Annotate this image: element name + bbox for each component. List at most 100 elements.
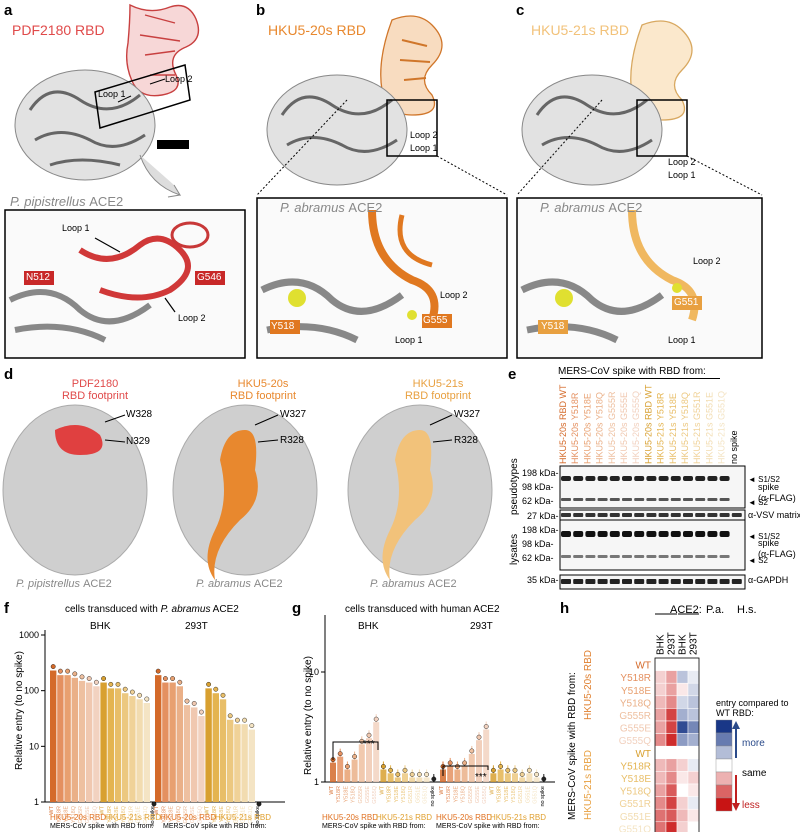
lane-label: HKU5-20s G555Q <box>631 391 641 464</box>
point <box>108 681 114 687</box>
band-gapdh <box>670 579 681 584</box>
heat-cell <box>687 682 700 697</box>
x-tick-label: G555E <box>475 786 481 803</box>
bar <box>93 686 100 802</box>
band-lys-s2 <box>609 555 620 558</box>
lane-label: HKU5-20s G555E <box>619 392 629 464</box>
x-tick-label: G555E <box>365 786 371 803</box>
bar <box>409 777 416 782</box>
point <box>526 767 532 773</box>
fp2-res1: W327 <box>280 409 307 420</box>
band-lys-s2 <box>695 555 706 558</box>
band-s1s2 <box>585 476 596 481</box>
band-gapdh <box>622 579 632 584</box>
panel-g-grp2: HKU5-20s RBD <box>436 813 493 822</box>
x-tick-label: Y518Q <box>176 805 182 823</box>
band-s2 <box>585 498 596 501</box>
point <box>177 679 183 685</box>
band-vsv <box>658 513 669 517</box>
point <box>191 701 197 706</box>
bar <box>380 769 387 782</box>
x-tick-label: G555R <box>78 806 84 823</box>
x-tick-label: G555R <box>183 806 189 823</box>
heat-cell <box>665 771 678 785</box>
fp1-ace2: P. pipistrellus ACE2 <box>16 578 112 590</box>
row-label: Y518Q <box>620 698 651 709</box>
bar <box>476 740 482 782</box>
x-tick-label: WT <box>49 805 55 814</box>
col-label: BHK <box>678 634 689 655</box>
lane-label: HKU5-21s Y518E <box>668 393 678 464</box>
point <box>512 767 518 773</box>
point <box>50 664 56 669</box>
row-label: G551R <box>619 799 651 810</box>
band-gapdh <box>561 579 571 584</box>
loop2-label: Loop 2 <box>165 74 193 84</box>
panel-c-inset-loop2: Loop 2 <box>693 256 721 266</box>
panel-f-grp2b: HKU5-21s RBD <box>215 813 272 822</box>
panel-c-loop1: Loop 1 <box>668 170 696 180</box>
fp2-title: HKU5-20s RBD footprint <box>229 378 297 402</box>
spike-flag-1: spike (α-FLAG) <box>758 482 796 503</box>
lane-label: HKU5-21s G551Q <box>717 391 727 464</box>
point <box>94 679 99 685</box>
x-tick-label: WT <box>100 805 106 814</box>
lane-label: HKU5-21s G551E <box>704 392 714 464</box>
heat-cell <box>687 708 700 722</box>
panel-g-grp2b: HKU5-21s RBD <box>490 813 547 822</box>
band-lys-s2 <box>707 555 718 558</box>
band-s2 <box>646 498 657 501</box>
row-label: Y518E <box>621 686 651 697</box>
heat-cell <box>676 808 689 823</box>
band-gapdh <box>707 579 718 584</box>
x-tick-label: G555E <box>190 806 196 823</box>
x-tick-label: G551E <box>415 786 421 803</box>
point <box>206 681 212 687</box>
panel-b-res1: Y518 <box>271 321 295 332</box>
point <box>381 764 386 769</box>
lane-label: HKU5-21s Y518Q <box>680 392 690 464</box>
band-lys-s2 <box>622 555 632 558</box>
band-s2 <box>597 498 608 501</box>
point <box>498 764 504 769</box>
panel-g-title: cells transduced with human ACE2 <box>345 604 500 615</box>
legend-swatch <box>715 771 733 786</box>
bar <box>227 719 234 802</box>
lane-label: HKU5-21s Y518R <box>656 392 666 464</box>
x-tick-label: G555Q <box>92 805 98 823</box>
heat-cell <box>665 796 678 810</box>
bar <box>86 682 93 802</box>
heat-cell <box>676 720 689 734</box>
band-lys-s2 <box>719 555 730 558</box>
point <box>366 732 372 738</box>
y-tick-label: 1 <box>34 797 39 807</box>
band-lys-s1s2 <box>634 531 645 537</box>
point <box>424 772 430 777</box>
heat-cell <box>654 771 667 785</box>
lane-label: no spike <box>729 430 739 464</box>
heat-cell <box>665 682 678 697</box>
band-gapdh <box>585 579 596 584</box>
point <box>227 713 233 719</box>
heat-cell <box>687 821 700 832</box>
point <box>447 760 453 766</box>
band-s1s2 <box>683 476 693 481</box>
panel-b-inset-loop2: Loop 2 <box>440 290 468 300</box>
panel-c-structure <box>516 20 763 359</box>
mw-vsv: 27 kDa- <box>527 511 559 521</box>
band-s2 <box>719 498 730 501</box>
legend-more: more <box>742 738 765 749</box>
heat-cell <box>665 783 678 797</box>
bar <box>330 762 336 782</box>
panel-g-grp1b: HKU5-21s RBD <box>376 813 433 822</box>
band-vsv <box>609 513 620 517</box>
row-label: G555E <box>620 724 651 735</box>
band-s2 <box>670 498 681 501</box>
x-tick-label: G555Q <box>482 785 488 803</box>
row-label: Y518R <box>620 761 651 772</box>
row-label: WT <box>635 749 651 760</box>
panel-f-grp2: HKU5-20s RBD <box>160 813 217 822</box>
sig-bracket-1 <box>332 741 379 760</box>
bar <box>162 682 169 802</box>
point <box>395 772 401 777</box>
